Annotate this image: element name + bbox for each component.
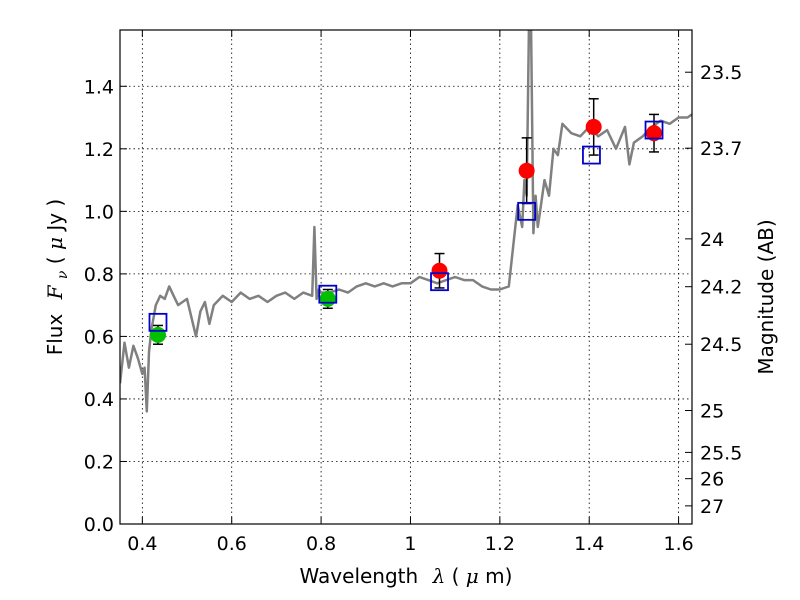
mag-tick-label: 25 (700, 401, 724, 423)
mag-tick-label: 24.2 (700, 277, 742, 299)
plot-frame (119, 29, 693, 525)
model-point (644, 120, 664, 140)
x-tick-label: 1 (404, 533, 416, 555)
x-axis-title-unit-mu: μ (466, 564, 479, 588)
y-axis-title-unit-open: ( (43, 250, 67, 264)
y2-axis-title: Magnitude (AB) (754, 219, 778, 374)
mag-tick-label: 26 (700, 469, 724, 491)
axis-ticks: 0.4 0.6 0.8 1 1.2 1.4 1.6 0.0 0.2 0.4 0.6 0.8 1.0 1.2… (84, 30, 742, 555)
y-axis-title-symbol: F (43, 284, 67, 300)
y-axis-title-prefix: Flux (43, 314, 67, 356)
data-point (149, 326, 166, 343)
y-tick-label: 0.6 (84, 326, 114, 348)
model-point (582, 145, 601, 165)
x-tick-label: 0.6 (217, 533, 247, 555)
mag-tick-label: 23.7 (700, 138, 742, 160)
model-point (430, 272, 449, 292)
data-point (585, 118, 602, 135)
mag-tick-label: 25.5 (700, 442, 742, 464)
x-tick-label: 1.6 (663, 533, 693, 555)
y-axis-title-subscript: ν (55, 270, 71, 279)
data-point (319, 290, 336, 307)
data-point (431, 262, 448, 279)
x-axis-title: Wavelength λ ( μ m) (300, 564, 513, 588)
x-tick-label: 1.4 (574, 533, 604, 555)
data-point (518, 162, 535, 179)
x-axis-title-unit-open: ( (452, 564, 460, 588)
plot-area (120, 30, 692, 413)
x-tick-label: 0.4 (127, 533, 157, 555)
model-point (517, 201, 537, 221)
y-tick-label: 0.4 (84, 389, 114, 411)
y-tick-label: 1.4 (84, 76, 114, 98)
mag-tick-label: 27 (700, 496, 724, 518)
y-tick-label: 1.0 (84, 201, 114, 223)
x-axis-title-unit-rest: m) (485, 564, 512, 588)
model-point (318, 284, 338, 304)
y-tick-label: 0.0 (84, 514, 114, 536)
x-axis-title-prefix: Wavelength (300, 564, 419, 588)
y-axis-title-unit-mu: μ (43, 237, 67, 250)
y-tick-label: 0.2 (84, 451, 114, 473)
y-axis-title: Flux F ν ( μ Jy ) (43, 199, 72, 356)
data-point (646, 125, 663, 142)
x-tick-label: 1.2 (485, 533, 515, 555)
mag-tick-label: 24.5 (700, 334, 742, 356)
mag-tick-label: 23.5 (700, 62, 742, 84)
mag-tick-label: 24 (700, 229, 724, 251)
x-axis-title-symbol: λ (432, 564, 446, 588)
spectrum-line (120, 30, 692, 413)
y-axis-title-unit-rest: Jy ) (43, 199, 67, 233)
y-tick-label: 0.8 (84, 264, 114, 286)
y-tick-label: 1.2 (84, 139, 114, 161)
model-point (148, 312, 168, 332)
x-tick-label: 0.8 (306, 533, 336, 555)
